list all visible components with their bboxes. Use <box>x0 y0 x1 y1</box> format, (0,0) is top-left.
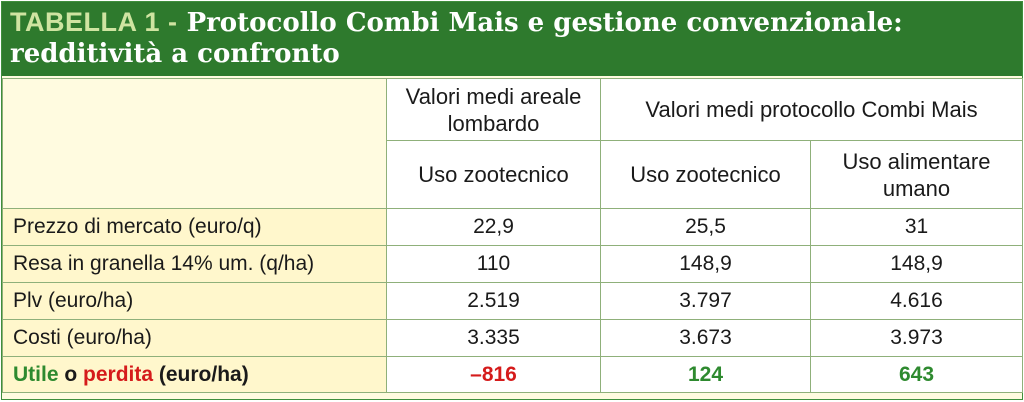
header-col-zootecnico-protocollo: Uso zootecnico <box>600 140 811 209</box>
comparison-table: Valori medi areale lombardo Valori medi … <box>2 78 1024 393</box>
table-row: Prezzo di mercato (euro/q) 22,9 25,5 31 <box>2 208 1024 246</box>
table-title: TABELLA 1 - Protocollo Combi Mais e gest… <box>2 2 1022 76</box>
cell-value: 148,9 <box>600 245 811 283</box>
cell-value-loss: –816 <box>386 356 601 393</box>
cell-value: 110 <box>386 245 601 283</box>
cell-value-profit: 643 <box>809 356 1024 393</box>
cell-value: 4.616 <box>809 282 1024 320</box>
cell-value: 148,9 <box>809 245 1024 283</box>
cell-value: 3.797 <box>600 282 811 320</box>
row-label: Costi (euro/ha) <box>2 319 387 357</box>
header-group-areale: Valori medi areale lombardo <box>386 78 601 141</box>
title-line-2: redditività a confronto <box>10 39 340 69</box>
cell-value: 3.673 <box>600 319 811 357</box>
row-label: Prezzo di mercato (euro/q) <box>2 208 387 246</box>
table-row-utile: Utile o perdita (euro/ha) –816 124 643 <box>2 356 1024 393</box>
row-label: Resa in granella 14% um. (q/ha) <box>2 245 387 283</box>
cell-value: 3.335 <box>386 319 601 357</box>
row-label: Plv (euro/ha) <box>2 282 387 320</box>
cell-value: 22,9 <box>386 208 601 246</box>
header-col-alimentare-umano: Uso alimentare umano <box>809 140 1024 209</box>
header-col-zootecnico-areale: Uso zootecnico <box>386 140 601 209</box>
row-label-utile: Utile o perdita (euro/ha) <box>2 356 387 393</box>
table-row: Costi (euro/ha) 3.335 3.673 3.973 <box>2 319 1024 357</box>
header-row-groups: Valori medi areale lombardo Valori medi … <box>2 78 1024 209</box>
header-corner <box>2 78 387 209</box>
cell-value: 2.519 <box>386 282 601 320</box>
table-row: Plv (euro/ha) 2.519 3.797 4.616 <box>2 282 1024 320</box>
label-perdita: perdita <box>83 362 154 386</box>
label-utile: Utile <box>13 362 59 386</box>
header-row-columns: Uso zootecnico Uso zootecnico Uso alimen… <box>3 140 1024 209</box>
cell-value: 3.973 <box>809 319 1024 357</box>
table-number: TABELLA 1 - <box>10 7 178 37</box>
table-row: Resa in granella 14% um. (q/ha) 110 148,… <box>2 245 1024 283</box>
label-o: o <box>58 362 84 386</box>
cell-value: 25,5 <box>600 208 811 246</box>
cell-value: 31 <box>809 208 1024 246</box>
header-group-protocollo: Valori medi protocollo Combi Mais <box>599 78 1024 141</box>
label-unit: (euro/ha) <box>153 362 249 386</box>
title-line-1: Protocollo Combi Mais e gestione convenz… <box>186 8 903 38</box>
cell-value-profit: 124 <box>600 356 811 393</box>
